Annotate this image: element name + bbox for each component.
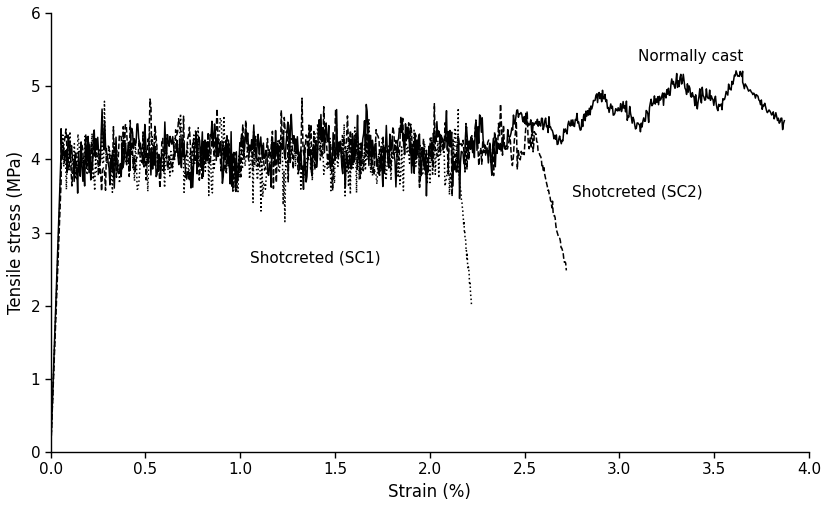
Text: Shotcreted (SC1): Shotcreted (SC1) xyxy=(250,250,380,266)
Text: Shotcreted (SC2): Shotcreted (SC2) xyxy=(571,184,702,200)
Text: Normally cast: Normally cast xyxy=(638,49,743,64)
X-axis label: Strain (%): Strain (%) xyxy=(388,483,471,501)
Y-axis label: Tensile stress (MPa): Tensile stress (MPa) xyxy=(7,151,25,314)
